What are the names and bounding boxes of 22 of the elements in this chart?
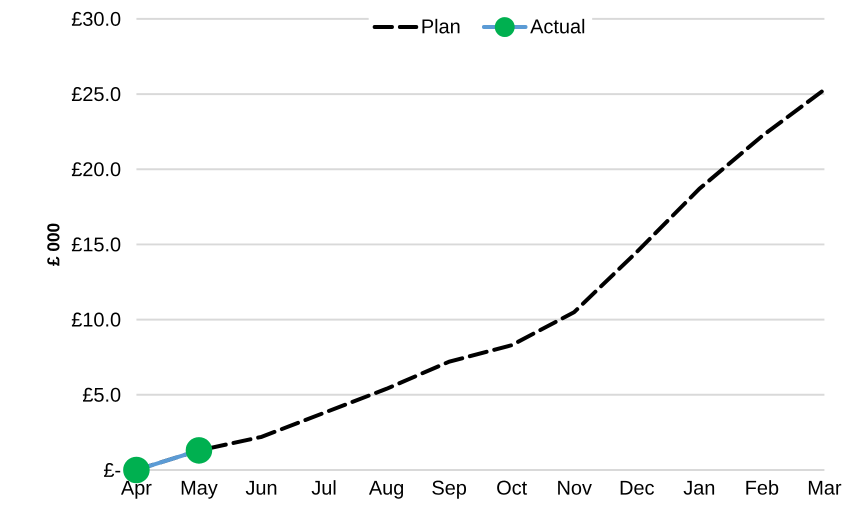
x-tick-label: Oct (497, 480, 528, 495)
y-tick-label: £20.0 (72, 162, 120, 176)
y-tick-label: £25.0 (72, 87, 120, 102)
x-tick-label: Nov (558, 480, 592, 495)
x-tick-label: Apr (120, 480, 152, 499)
x-tick-label: Jul (312, 480, 336, 495)
x-tick-label: Aug (368, 480, 404, 499)
x-tick-label: Sep (432, 480, 466, 499)
y-tick-label: £30.0 (72, 12, 120, 26)
y-axis-title: £ 000 (47, 224, 60, 266)
x-tick-label: Feb (746, 480, 778, 495)
y-tick-label: £5.0 (82, 388, 120, 402)
legend-label: Actual (530, 18, 584, 34)
x-tick-label: Jan (684, 480, 714, 495)
y-tick-label: £- (104, 463, 120, 478)
y-tick-label: £10.0 (72, 312, 120, 327)
x-tick-label: Jun (246, 480, 276, 495)
y-tick-label: £15.0 (72, 237, 120, 252)
x-tick-label: Mar (808, 480, 842, 495)
x-tick-label: May (182, 480, 218, 499)
legend-label: Plan (422, 18, 460, 34)
x-tick-label: Dec (620, 480, 654, 495)
